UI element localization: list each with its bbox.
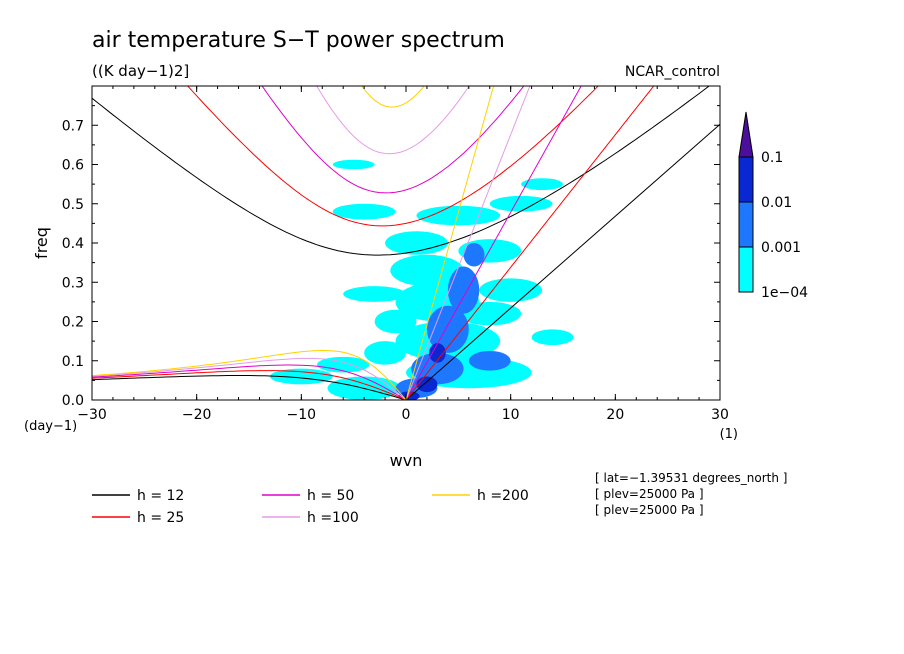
colorbar-triangle [738, 111, 754, 158]
spectrum-region-23 [447, 266, 480, 314]
kelvin-wave-0 [405, 123, 720, 400]
spectrum-region-13 [416, 205, 501, 226]
legend-label-1: h = 25 [137, 510, 184, 526]
info-line-plev-2: [ plev=25000 Pa ] [595, 503, 704, 517]
spectrum-regions [269, 159, 574, 400]
spectrum-region-1 [317, 356, 370, 373]
info-line-lat: [ lat=−1.39531 degrees_north ] [595, 471, 787, 485]
colorbar-box-0 [738, 246, 754, 293]
legend-label-0: h = 12 [137, 488, 184, 504]
info-line-plev: [ plev=25000 Pa ] [595, 487, 704, 501]
spectrum-region-15 [479, 278, 543, 302]
colorbar-box-2 [738, 156, 754, 203]
spectrum-region-17 [521, 178, 563, 191]
kelvin-wave-4 [405, 86, 495, 400]
y-tick-label: 0.7 [62, 118, 84, 134]
x-tick-label: 20 [606, 407, 624, 423]
gravity-wave-2 [261, 86, 525, 194]
kelvin-wave-2 [405, 86, 582, 400]
legend-label-4: h =200 [477, 488, 529, 504]
spectrum-region-28 [429, 343, 446, 363]
y-tick-label: 0.3 [62, 275, 84, 291]
spectrum-region-9 [390, 254, 464, 287]
legend-label-3: h =100 [307, 510, 359, 526]
rossby-wave-3 [92, 357, 407, 400]
spectrum-region-6 [332, 203, 396, 220]
spectrum-region-5 [343, 286, 406, 302]
legend: h = 12 h = 25 h = 50 h =100 h =200 [92, 488, 529, 526]
rossby-wave-2 [92, 364, 407, 400]
y-tick-label: 0.1 [62, 354, 84, 370]
x-tick-label: 30 [711, 407, 729, 423]
rossby-wave-1 [92, 370, 407, 400]
spectrum-region-7 [332, 159, 375, 170]
colorbar-label-0: 1e−04 [761, 285, 808, 301]
spectrum-region-3 [364, 341, 407, 365]
spectrum-region-27 [416, 376, 438, 393]
gravity-wave-1 [187, 86, 599, 227]
colorbar-label-3: 0.1 [761, 150, 783, 166]
spectrum-region-16 [489, 195, 553, 212]
rossby-wave-4 [92, 349, 407, 400]
y-tick-label: 0.2 [62, 315, 84, 331]
spectrum-region-4 [374, 309, 417, 334]
spectrum-region-8 [385, 231, 448, 255]
spectrum-region-22 [426, 305, 469, 353]
spectrum-region-0 [269, 368, 333, 385]
gravity-wave-0 [92, 86, 710, 256]
colorbar-box-1 [738, 201, 754, 248]
y-tick-label: 0.5 [62, 197, 84, 213]
y-axis-label: freq [32, 227, 51, 259]
units-label: ((K day−1)2] [92, 62, 189, 80]
kelvin-wave-3 [405, 86, 531, 400]
x-tick-label: −20 [182, 407, 212, 423]
colorbar-label-1: 0.001 [761, 240, 801, 256]
model-label: NCAR_control [625, 64, 720, 80]
chart-title: air temperature S−T power spectrum [92, 28, 505, 53]
axis-ticks: −30 −20 −10 0 10 20 30 0.0 0.1 0.2 0.3 0.4 0.5 0.6 0.7 [62, 86, 729, 423]
dispersion-curves [92, 86, 720, 400]
rossby-wave-0 [92, 375, 407, 400]
colorbar: 1e−04 0.001 0.01 0.1 [738, 111, 808, 301]
spectrum-region-18 [531, 329, 574, 346]
y-tick-label: 0.6 [62, 158, 84, 174]
x-tick-label: 0 [402, 407, 411, 423]
y-tick-label: 0.4 [62, 236, 84, 252]
colorbar-label-2: 0.01 [761, 195, 792, 211]
y-tick-label: 0.0 [62, 393, 84, 409]
x-axis-label: wvn [390, 451, 423, 470]
x-tick-label: −30 [77, 407, 107, 423]
x-unit-label: (1) [720, 427, 738, 442]
x-tick-label: −10 [287, 407, 317, 423]
spectrum-region-19 [458, 301, 522, 326]
legend-label-2: h = 50 [307, 488, 354, 504]
gravity-wave-4 [361, 86, 425, 108]
x-tick-label: 10 [502, 407, 520, 423]
spectrum-region-24 [463, 243, 485, 267]
y-unit-label: (day−1) [24, 419, 77, 434]
kelvin-wave-1 [405, 86, 655, 400]
spectrum-region-25 [468, 350, 511, 371]
gravity-wave-3 [316, 86, 470, 155]
